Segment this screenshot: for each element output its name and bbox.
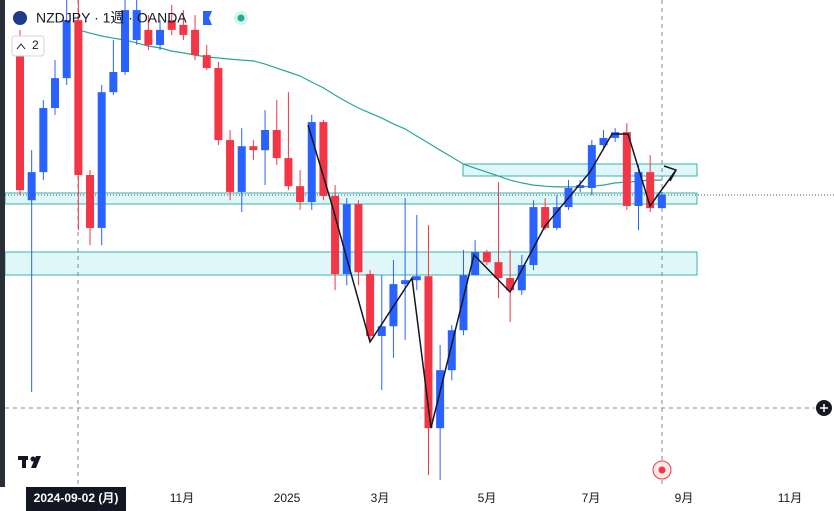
moving-average (78, 29, 662, 188)
indicator-toggle[interactable] (11, 35, 45, 57)
candle-body (657, 194, 666, 209)
candle-body (97, 92, 106, 228)
status-dot (237, 14, 245, 22)
candle-body (179, 24, 188, 35)
candle-body (529, 207, 538, 266)
candle-body (494, 262, 503, 279)
symbol-flag (13, 11, 27, 25)
time-axis (0, 487, 834, 511)
candle-body (272, 130, 281, 159)
candle-body (27, 172, 36, 201)
chevron (16, 43, 26, 50)
x-tick-label: 3月 (371, 491, 390, 505)
candle-body (167, 20, 176, 30)
candle-body (517, 265, 526, 291)
candle-body (541, 207, 550, 228)
candle-body (552, 207, 561, 228)
candle-body (471, 252, 480, 276)
candle-body (237, 146, 246, 192)
candle-body (74, 20, 83, 176)
alert-dot (658, 466, 666, 474)
candle-body (634, 172, 643, 206)
candle-body (424, 276, 433, 429)
x-tick-label: 11月 (170, 491, 194, 505)
candle-body (622, 132, 631, 206)
candle-body (377, 326, 386, 336)
x-tick-label: 9月 (675, 491, 694, 505)
logo-part (31, 456, 41, 468)
crosshair-date-box (26, 487, 126, 511)
candle-body (576, 185, 585, 188)
candle-body (226, 140, 235, 192)
x-tick-label: 5月 (478, 491, 497, 505)
candle-body (132, 10, 141, 40)
candle-body (401, 280, 410, 285)
candle-body (506, 278, 515, 291)
candle-body (249, 146, 258, 151)
candle-body (611, 132, 620, 138)
plot (16, 0, 666, 481)
candle-body (121, 10, 130, 73)
candle-body (16, 55, 24, 191)
candle-body (156, 29, 165, 46)
candle-body (109, 72, 118, 93)
candle-body (331, 195, 340, 275)
x-axis: 11月 2025 3月 5月 7月 9月 11月 (170, 491, 802, 505)
x-tick-label: 11月 (778, 491, 802, 505)
candle-body (587, 145, 596, 188)
candle-body (307, 122, 316, 203)
x-tick-label: 7月 (582, 491, 601, 505)
candle-body (191, 29, 200, 56)
drawing-line (307, 124, 677, 429)
candle-body (39, 108, 48, 173)
candle-body (296, 186, 305, 203)
plus (820, 404, 828, 412)
arrow-head (663, 165, 678, 182)
candle-body (436, 370, 445, 429)
candle-body (482, 252, 491, 263)
candle-body (319, 122, 328, 196)
candle-body (354, 204, 363, 273)
x-tick-label: 2025 (274, 491, 301, 505)
logo-part (22, 456, 26, 468)
candle-body (599, 137, 608, 146)
candle-body (86, 175, 95, 228)
candle-body (447, 330, 456, 371)
candle-body (646, 172, 655, 209)
candle-body (144, 29, 153, 46)
candle-body (284, 158, 293, 187)
candle-body (412, 276, 421, 281)
candle-body (62, 20, 71, 79)
candle-body (459, 275, 468, 331)
candle-body (366, 274, 375, 336)
candle-body (261, 130, 270, 151)
flag-icon[interactable] (203, 11, 212, 25)
candle-body (214, 68, 223, 141)
candle-body (51, 78, 60, 109)
candle-body (342, 204, 351, 275)
symbol-title: NZDJPY · 1週 · OANDA (36, 10, 187, 26)
tv-logo (18, 456, 41, 468)
candle-body (202, 55, 211, 69)
crosshair-date: 2024-09-02 (月) (34, 491, 119, 505)
indicator-count: 2 (32, 38, 39, 52)
left-edge (0, 0, 5, 511)
